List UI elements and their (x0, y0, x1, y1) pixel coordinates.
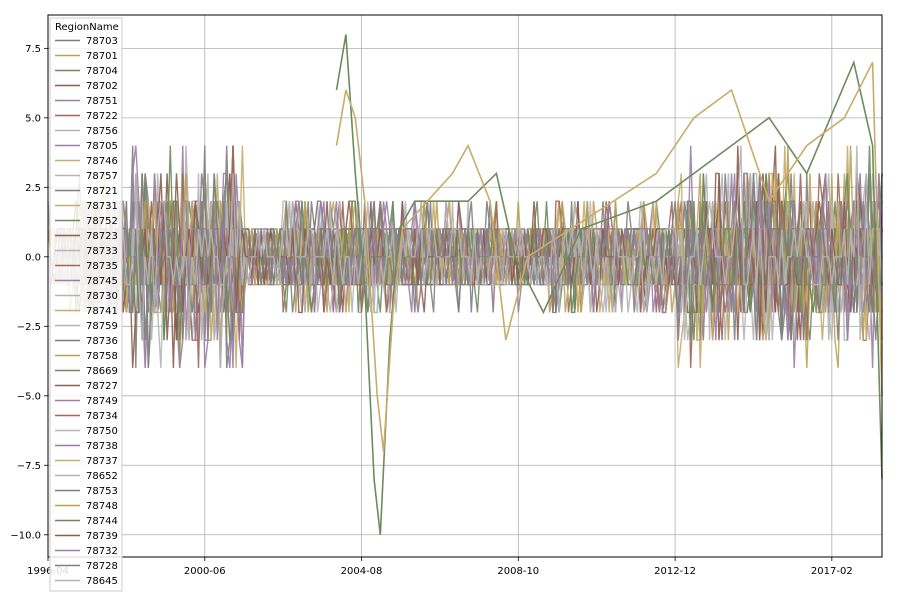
series-lines (47, 34, 883, 535)
y-tick-label: −7.5 (17, 461, 41, 472)
legend-label: 78705 (86, 141, 118, 152)
legend-box (49, 17, 123, 592)
legend-label: 78733 (86, 246, 118, 257)
legend-label: 78744 (86, 516, 118, 527)
legend-label: 78645 (86, 576, 118, 587)
legend-label: 78741 (86, 306, 118, 317)
legend-label: 78737 (86, 456, 118, 467)
legend-label: 78749 (86, 396, 118, 407)
x-tick-label: 2012-12 (654, 566, 696, 577)
legend-label: 78753 (86, 486, 118, 497)
legend-label: 78735 (86, 261, 118, 272)
x-tick-label: 2000-06 (184, 566, 226, 577)
y-tick-label: −5.0 (17, 391, 41, 402)
legend-label: 78727 (86, 381, 118, 392)
legend-label: 78738 (86, 441, 118, 452)
legend: RegionName 78703 78701 78704 78702 78751 78722… (49, 17, 123, 592)
series-line-78728 (69, 173, 883, 341)
legend-label: 78756 (86, 126, 118, 137)
plot-border (47, 14, 883, 558)
legend-label: 78748 (86, 501, 118, 512)
series-line-78703 (335, 34, 883, 535)
legend-label: 78728 (86, 561, 118, 572)
legend-label: 78723 (86, 231, 118, 242)
legend-label: 78752 (86, 216, 118, 227)
legend-label: 78758 (86, 351, 118, 362)
legend-label: 78652 (86, 471, 118, 482)
legend-label: 78734 (86, 411, 118, 422)
legend-label: 78730 (86, 291, 118, 302)
legend-label: 78669 (86, 366, 118, 377)
legend-label: 78732 (86, 546, 118, 557)
axis-ticks: −10.0 −7.5 −5.0 −2.5 0.0 2.5 5.0 7.5 1996-04 2000… (10, 44, 852, 577)
x-tick-label: 1996-04 (27, 566, 69, 577)
y-tick-label: −10.0 (10, 530, 41, 541)
legend-label: 78722 (86, 111, 118, 122)
legend-label: 78701 (86, 51, 118, 62)
legend-label: 78736 (86, 336, 118, 347)
legend-title: RegionName (55, 22, 119, 33)
y-tick-label: −2.5 (17, 322, 41, 333)
y-tick-label: 5.0 (25, 113, 41, 124)
x-tick-label: 2004-08 (341, 566, 383, 577)
plot-frame (47, 14, 883, 558)
legend-label: 78746 (86, 156, 118, 167)
x-tick-label: 2017-02 (811, 566, 853, 577)
legend-label: 78750 (86, 426, 118, 437)
y-tick-label: 7.5 (25, 44, 41, 55)
legend-label: 78721 (86, 186, 118, 197)
legend-label: 78704 (86, 66, 118, 77)
series-line-78645 (59, 145, 883, 341)
x-tick-label: 2008-10 (497, 566, 539, 577)
legend-label: 78759 (86, 321, 118, 332)
legend-label: 78739 (86, 531, 118, 542)
legend-label: 78757 (86, 171, 118, 182)
legend-label: 78731 (86, 201, 118, 212)
legend-label: 78745 (86, 276, 118, 287)
y-tick-label: 2.5 (25, 183, 41, 194)
y-tick-label: 0.0 (25, 252, 41, 263)
legend-label: 78702 (86, 81, 118, 92)
series-line-78701 (335, 61, 883, 452)
legend-label: 78703 (86, 36, 118, 47)
legend-label: 78751 (86, 96, 118, 107)
